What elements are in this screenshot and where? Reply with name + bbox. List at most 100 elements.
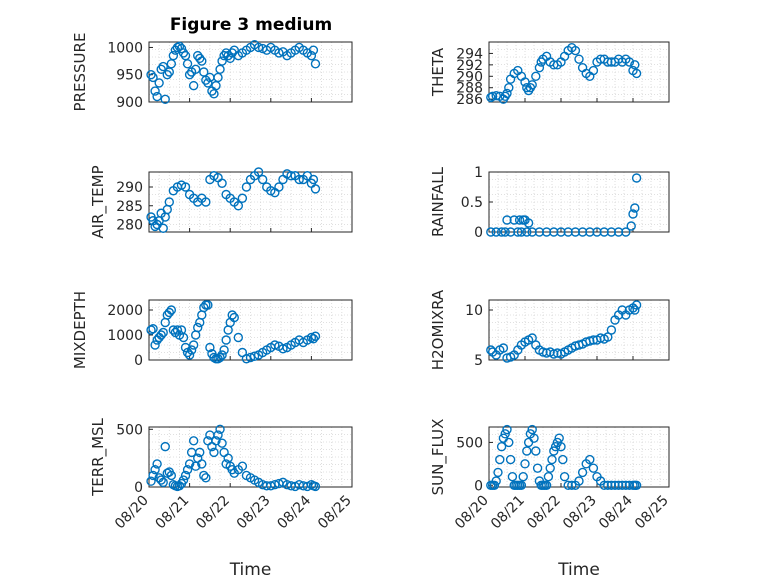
sun-flux-ytick-label-1: 500 <box>456 435 483 451</box>
mixdepth-point-2 <box>150 340 160 350</box>
pressure-point-28 <box>203 78 213 88</box>
mixdepth-ylabel: MIXDEPTH <box>71 291 89 369</box>
rainfall-point-20 <box>570 227 581 237</box>
sun-flux-xlabel: Time <box>557 560 600 580</box>
pressure-panel: 900 950 1000 PRESSURE <box>71 33 353 111</box>
sun-flux-point-62 <box>631 480 642 490</box>
mixdepth-point-42 <box>233 332 244 343</box>
pressure-point-35 <box>217 56 227 66</box>
theta-ytick-label-3: 292 <box>456 58 483 74</box>
rainfall-ytick-label-0: 0 <box>474 225 483 241</box>
h2omixra-ytick-label-1: 10 <box>465 303 483 319</box>
sun-flux-point-23 <box>527 424 537 435</box>
terr-msl-point-6 <box>158 477 168 488</box>
terr-msl-point-26 <box>199 470 209 481</box>
pressure-point-25 <box>197 56 207 66</box>
rainfall-panel: 0 0.5 1 RAINFALL <box>429 165 670 241</box>
sun-flux-point-53 <box>603 480 613 490</box>
terr-msl-point-3 <box>152 459 162 469</box>
theta-ytick-label-0: 286 <box>456 92 483 108</box>
terr-msl-point-5 <box>156 475 166 485</box>
pressure-point-24 <box>195 53 205 64</box>
mixdepth-point-5 <box>156 330 166 340</box>
h2omixra-ylabel: H2OMIXRA <box>429 289 447 370</box>
terr-msl-point-27 <box>201 473 211 483</box>
air-temp-axes-frame <box>148 171 353 233</box>
sun-flux-point-11 <box>505 454 516 465</box>
sun-flux-point-56 <box>613 480 624 490</box>
rainfall-point-4 <box>502 215 512 225</box>
theta-point-17 <box>531 71 541 81</box>
theta-point-29 <box>570 45 581 56</box>
mixdepth-point-36 <box>219 345 229 355</box>
sun-flux-point-48 <box>585 454 595 465</box>
air-temp-point-41 <box>294 174 304 185</box>
theta-point-47 <box>631 68 642 79</box>
rainfall-point-25 <box>606 227 617 237</box>
sun-flux-point-3 <box>491 476 501 486</box>
mixdepth-point-23 <box>193 322 203 333</box>
sun-flux-point-49 <box>588 463 599 473</box>
sun-flux-point-34 <box>547 454 557 465</box>
rainfall-ytick-label-1: 0.5 <box>461 195 483 211</box>
theta-point-16 <box>527 80 537 90</box>
theta-ytick-label-4: 294 <box>456 46 483 62</box>
sun-flux-point-38 <box>554 433 564 443</box>
air-temp-ytick-label-1: 285 <box>116 199 143 215</box>
pressure-point-1 <box>148 72 158 83</box>
rainfall-point-29 <box>628 209 638 219</box>
rainfall-ylabel: RAINFALL <box>429 166 447 237</box>
terr-msl-point-35 <box>217 438 227 448</box>
terr-msl-point-43 <box>237 461 248 471</box>
theta-point-18 <box>534 63 545 73</box>
rainfall-point-13 <box>523 218 534 228</box>
pressure-point-15 <box>176 43 187 54</box>
pressure-point-40 <box>227 48 237 58</box>
theta-ytick-label-2: 290 <box>456 69 483 85</box>
rainfall-point-3 <box>500 227 510 237</box>
terr-msl-point-51 <box>270 479 280 490</box>
theta-point-38 <box>603 57 613 67</box>
rainfall-point-12 <box>522 227 532 237</box>
h2omixra-point-34 <box>606 325 617 335</box>
terr-msl-point-1 <box>148 470 158 481</box>
sun-flux-point-42 <box>563 480 573 490</box>
sun-flux-point-46 <box>577 467 588 478</box>
rainfall-point-23 <box>592 227 602 237</box>
rainfall-point-16 <box>541 227 552 237</box>
terr-msl-point-16 <box>178 475 189 485</box>
pressure-point-18 <box>182 59 193 69</box>
mixdepth-point-19 <box>184 350 195 360</box>
terr-msl-point-50 <box>266 481 276 491</box>
sun-flux-point-36 <box>550 442 561 452</box>
terr-msl-point-0 <box>146 476 156 486</box>
sun-flux-point-58 <box>621 480 631 490</box>
h2omixra-point-0 <box>486 345 496 355</box>
terr-msl-point-25 <box>197 459 207 469</box>
pressure-point-16 <box>178 48 189 58</box>
mixdepth-ytick-label-0: 0 <box>134 353 143 369</box>
mixdepth-point-28 <box>203 300 213 310</box>
air-temp-point-32 <box>257 174 268 185</box>
figure-title: Figure 3 medium <box>170 15 332 35</box>
rainfall-point-1 <box>491 227 501 237</box>
mixdepth-point-37 <box>221 335 231 345</box>
terr-msl-point-7 <box>160 441 170 452</box>
terr-msl-point-32 <box>211 436 221 446</box>
pressure-point-5 <box>156 64 166 74</box>
air-temp-point-26 <box>233 201 244 211</box>
air-temp-point-46 <box>310 184 321 194</box>
mixdepth-point-9 <box>164 307 175 318</box>
mixdepth-point-6 <box>158 327 168 338</box>
mixdepth-point-0 <box>146 325 156 335</box>
mixdepth-point-10 <box>166 305 177 315</box>
terr-msl-xlabel: Time <box>229 560 272 580</box>
sun-flux-point-24 <box>529 433 539 443</box>
pressure-point-47 <box>253 42 264 53</box>
terr-msl-point-62 <box>310 481 321 492</box>
mixdepth-point-21 <box>188 340 199 350</box>
mixdepth-point-53 <box>278 344 288 354</box>
sun-flux-point-43 <box>567 480 577 490</box>
air-temp-point-45 <box>308 174 319 185</box>
pressure-point-19 <box>184 70 195 80</box>
